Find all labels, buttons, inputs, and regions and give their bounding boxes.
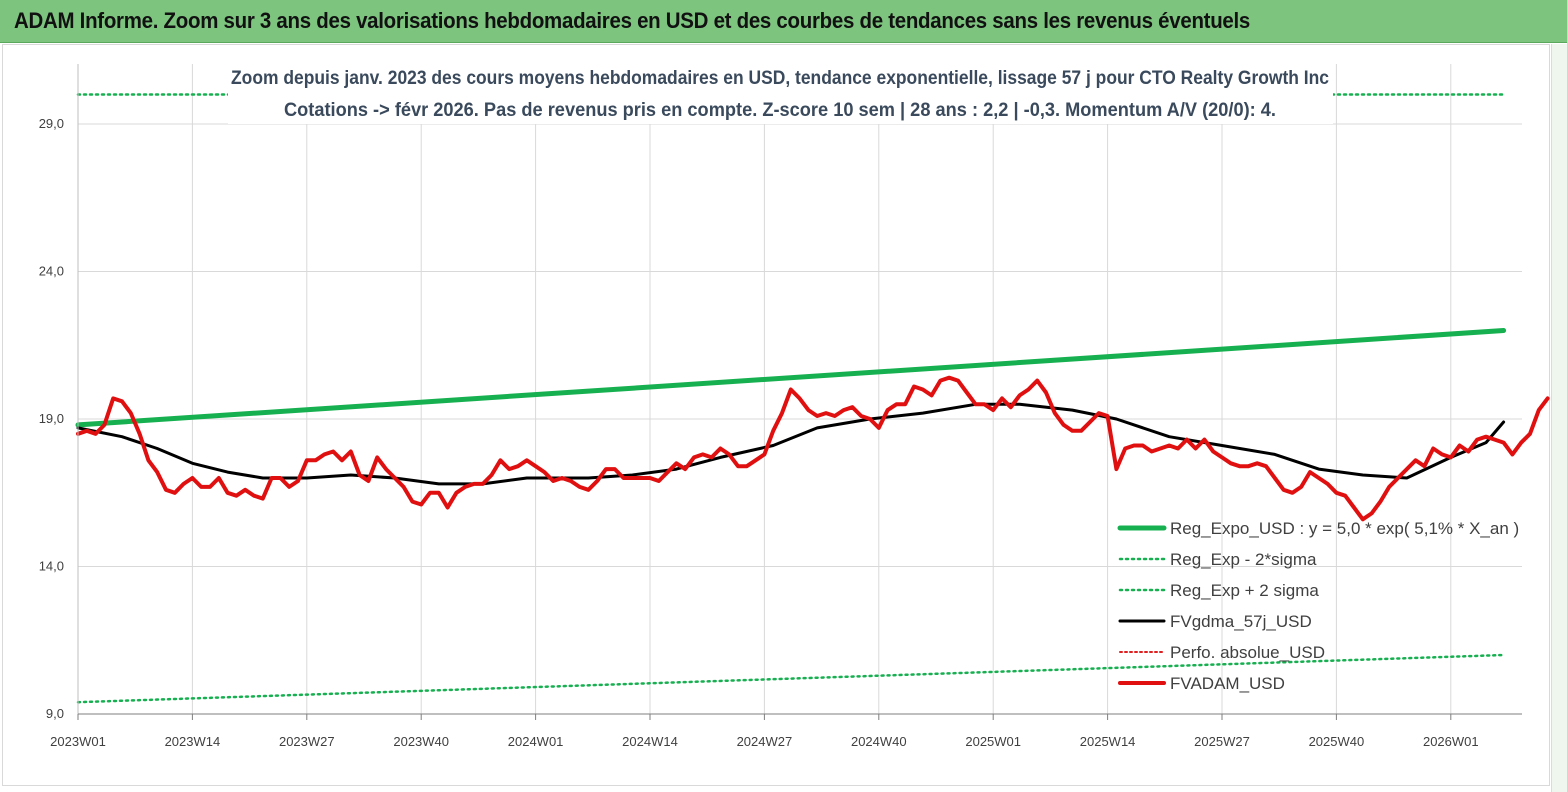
subtitle-box xyxy=(228,60,1333,124)
x-tick-label: 2023W01 xyxy=(50,734,106,749)
y-tick-label: 9,0 xyxy=(46,706,64,721)
x-tick-label: 2025W14 xyxy=(1080,734,1136,749)
legend-label: FVgdma_57j_USD xyxy=(1170,612,1312,631)
side-strip xyxy=(1551,44,1567,792)
reg-minus-2sigma-line xyxy=(76,653,1505,704)
x-tick-label: 2023W27 xyxy=(279,734,335,749)
x-tick-label: 2024W27 xyxy=(737,734,793,749)
series-lines xyxy=(75,93,1550,704)
legend-label: Reg_Exp + 2 sigma xyxy=(1170,581,1319,600)
chart-subtitle-line-2: Cotations -> févr 2026. Pas de revenus p… xyxy=(284,100,1276,121)
legend: Reg_Expo_USD : y = 5,0 * exp( 5,1% * X_a… xyxy=(1117,519,1519,693)
legend-label: Reg_Expo_USD : y = 5,0 * exp( 5,1% * X_a… xyxy=(1170,519,1519,538)
chart-subtitle-line-1: Zoom depuis janv. 2023 des cours moyens … xyxy=(231,68,1329,89)
x-tick-label: 2023W14 xyxy=(165,734,221,749)
y-tick-label: 14,0 xyxy=(39,559,64,574)
x-tick-label: 2025W01 xyxy=(965,734,1021,749)
legend-label: FVADAM_USD xyxy=(1170,674,1285,693)
reg-expo-line xyxy=(75,328,1507,428)
x-tick-label: 2025W40 xyxy=(1309,734,1365,749)
x-tick-label: 2026W01 xyxy=(1423,734,1479,749)
axes: 9,0 14,0 19,0 24,0 29,0 2023W01 2023W14 2023W27… xyxy=(39,64,1522,749)
x-tick-label: 2025W27 xyxy=(1194,734,1250,749)
x-tick-label: 2024W01 xyxy=(508,734,564,749)
fv-gdma-line xyxy=(76,402,1506,486)
fv-adam-line xyxy=(76,375,1550,522)
y-tick-label: 24,0 xyxy=(39,264,64,279)
x-tick-label: 2024W40 xyxy=(851,734,907,749)
y-tick-label: 29,0 xyxy=(39,116,64,131)
legend-label: Reg_Exp - 2*sigma xyxy=(1170,550,1317,569)
x-tick-label: 2023W40 xyxy=(393,734,449,749)
x-tick-label: 2024W14 xyxy=(622,734,678,749)
y-tick-label: 19,0 xyxy=(39,411,64,426)
report-title: ADAM Informe. Zoom sur 3 ans des valoris… xyxy=(14,8,1251,33)
legend-label: Perfo. absolue_USD xyxy=(1170,643,1325,662)
report-banner: ADAM Informe. Zoom sur 3 ans des valoris… xyxy=(0,0,1567,43)
